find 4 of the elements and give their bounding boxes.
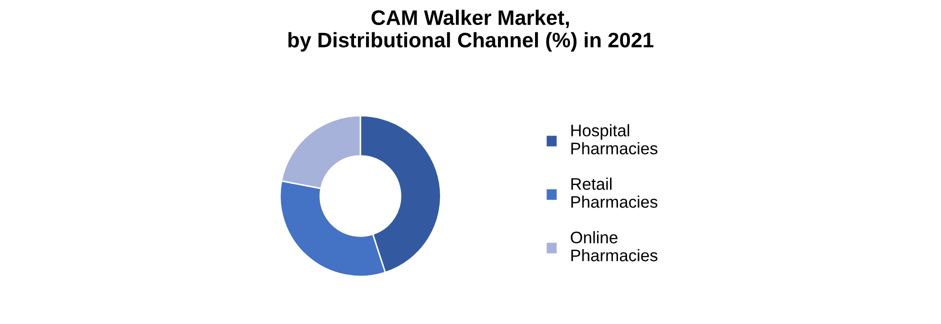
chart-title: CAM Walker Market, by Distributional Channel (%) in 2021 bbox=[288, 10, 654, 52]
legend-label: Hospital Pharmacies bbox=[571, 124, 658, 154]
legend-label: Retail Pharmacies bbox=[571, 178, 658, 208]
legend-label: Online Pharmacies bbox=[570, 231, 658, 262]
